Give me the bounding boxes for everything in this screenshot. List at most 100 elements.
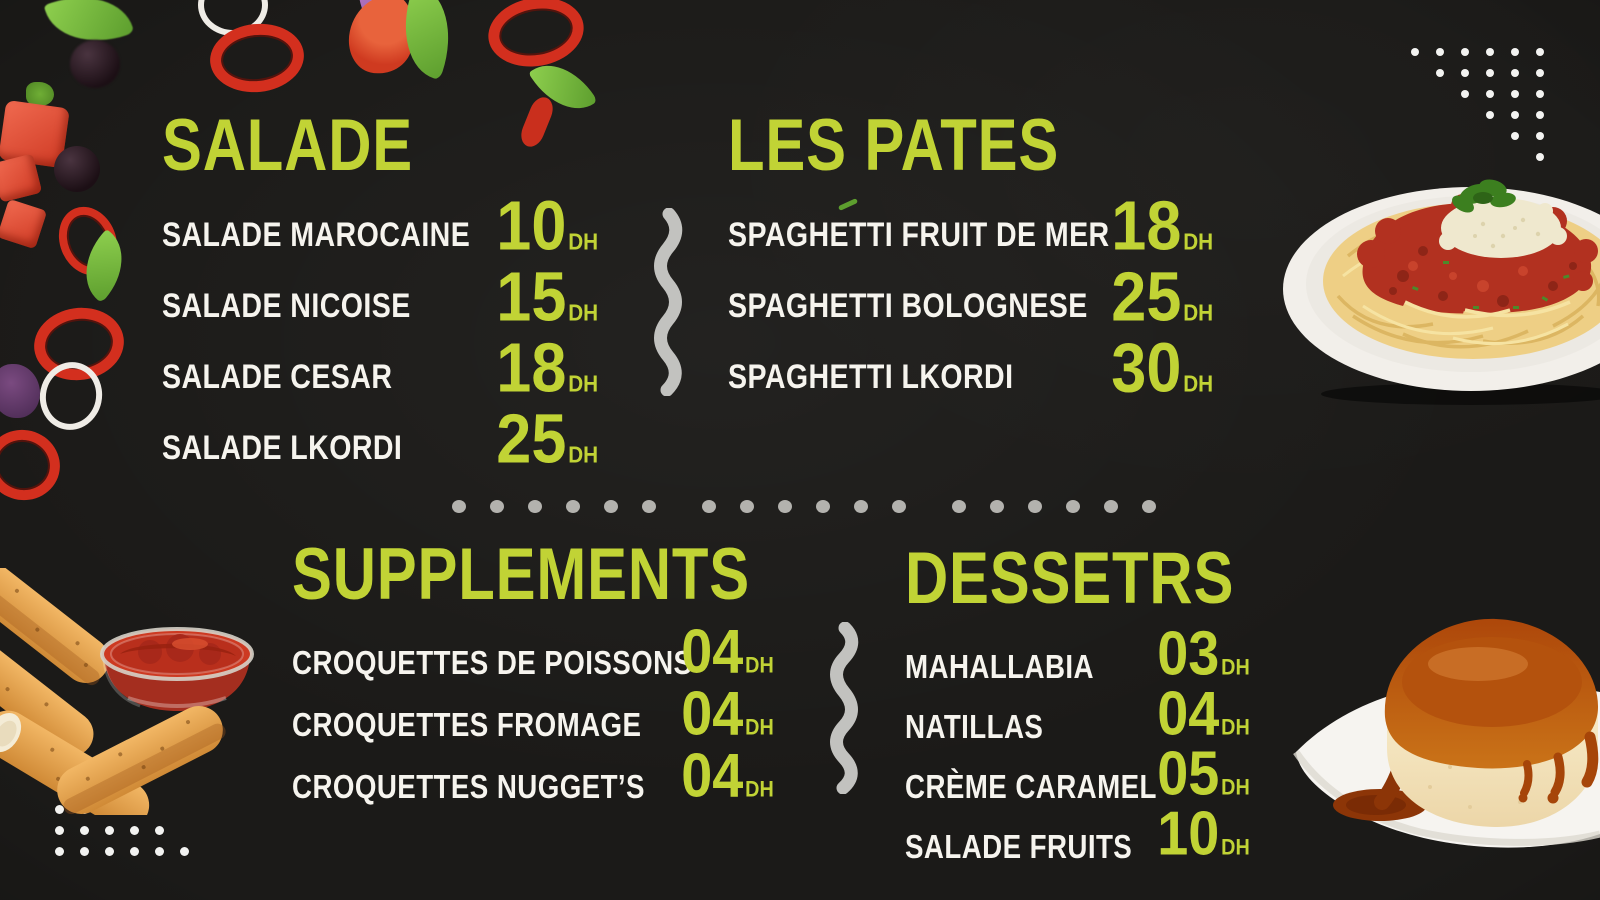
menu-item: SPAGHETTI LKORDI 30 DH [728,327,1213,413]
dot-group [952,500,1156,513]
menu-item: SALADE MAROCAINE 10 DH [162,185,598,271]
menu-item-name: SALADE NICOISE [162,287,411,325]
herb-sprig-icon [26,82,54,106]
menu-items: CROQUETTES DE POISSONS 04 DH CROQUETTES F… [292,621,774,818]
menu-item: MAHALLABIA 03 DH [905,623,1250,697]
price-currency: DH [568,369,598,396]
menu-item: SALADE NICOISE 15 DH [162,256,598,342]
dot-row [55,847,189,856]
dot-row [1411,90,1544,98]
price-value: 10 [496,185,567,264]
price-currency: DH [1183,369,1213,396]
menu-items: SPAGHETTI FRUIT DE MER 18 DH SPAGHETTI BO… [728,185,1213,413]
menu-item-name: SPAGHETTI LKORDI [728,358,1014,396]
menu-item-price: 04 DH [682,745,774,807]
price-currency: DH [568,298,598,325]
menu-item: SPAGHETTI FRUIT DE MER 18 DH [728,185,1213,271]
wavy-divider-icon [654,208,683,396]
menu-item-name: CRÈME CARAMEL [905,768,1157,805]
black-olive-icon [54,146,100,192]
tomato-cube-icon [0,198,48,250]
price-currency: DH [1221,834,1250,860]
price-value: 25 [496,398,567,477]
menu-item-name: SALADE CESAR [162,358,393,396]
section-les-pates: LES PATES SPAGHETTI FRUIT DE MER 18 DH SP… [728,109,1213,413]
menu-item: CROQUETTES NUGGET’S 04 DH [292,745,774,818]
price-value: 10 [1157,799,1220,869]
section-title: DESSETRS [905,538,1235,619]
menu-item-name: SPAGHETTI BOLOGNESE [728,287,1088,325]
price-value: 04 [681,617,744,687]
dotted-divider-icon [452,500,1156,513]
menu-item-price: 04 DH [1157,679,1250,749]
black-olive-icon [70,40,120,88]
dot-row [1411,132,1544,140]
menu-item-price: 25 DH [496,398,598,477]
price-value: 15 [496,256,567,335]
menu-items: MAHALLABIA 03 DH NATILLAS 04 DH CRÈME CARA… [905,623,1250,877]
menu-item-name: NATILLAS [905,708,1044,745]
menu-item-name: MAHALLABIA [905,648,1094,685]
price-currency: DH [1221,714,1250,740]
section-title: SALADE [162,105,414,186]
section-title: SUPPLEMENTS [292,534,751,615]
menu-item-name: SALADE MAROCAINE [162,216,471,254]
dot-group [452,500,656,513]
dot-row [1411,153,1544,161]
menu-item-price: 25 DH [1111,256,1213,335]
spaghetti-plate-image [1283,179,1600,405]
menu-item-name: CROQUETTES NUGGET’S [292,768,645,805]
dot-row [1411,48,1544,56]
creme-caramel-image [1293,618,1600,848]
price-value: 04 [1157,679,1220,749]
menu-item-name: SALADE FRUITS [905,828,1133,865]
price-value: 30 [1111,327,1182,406]
price-currency: DH [568,440,598,467]
dot-group [702,500,906,513]
price-value: 04 [681,679,744,749]
price-currency: DH [1183,227,1213,254]
dot-row [1411,111,1544,119]
menu-item: NATILLAS 04 DH [905,683,1250,757]
menu-item-name: CROQUETTES DE POISSONS [292,644,693,681]
croquettes-image [0,568,254,815]
menu-item-price: 04 DH [681,617,774,687]
price-currency: DH [1183,298,1213,325]
menu-item-price: 30 DH [1111,327,1213,406]
menu-item: SALADE LKORDI 25 DH [162,398,598,484]
price-currency: DH [1221,774,1250,800]
dot-row [1411,69,1544,77]
menu-item-price: 04 DH [681,679,774,749]
section-title: LES PATES [728,105,1060,186]
red-pepper-ring-icon [482,0,590,74]
menu-item: CROQUETTES FROMAGE 04 DH [292,683,774,756]
menu-item-price: 18 DH [496,327,598,406]
menu-item-price: 03 DH [1157,619,1250,689]
menu-item-price: 18 DH [1111,185,1213,264]
price-value: 03 [1157,619,1220,689]
purple-basil-icon [0,364,40,418]
price-value: 25 [1111,256,1182,335]
price-value: 18 [496,327,567,406]
menu-item: SALADE FRUITS 10 DH [905,803,1250,877]
menu-item-price: 05 DH [1157,739,1250,809]
menu-items: SALADE MAROCAINE 10 DH SALADE NICOISE 15 D… [162,185,598,484]
price-currency: DH [568,227,598,254]
menu-item-name: SPAGHETTI FRUIT DE MER [728,216,1110,254]
dot-row [55,826,189,835]
menu-item-name: CROQUETTES FROMAGE [292,706,642,743]
price-currency: DH [745,776,774,802]
dots-triangle-icon [1411,48,1544,174]
price-currency: DH [1221,654,1250,680]
section-salade: SALADE SALADE MAROCAINE 10 DH SALADE NICO… [162,109,598,484]
menu-item: SALADE CESAR 18 DH [162,327,598,413]
price-currency: DH [745,652,774,678]
section-dessetrs: DESSETRS MAHALLABIA 03 DH NATILLAS 04 DH C… [905,542,1250,877]
price-value: 05 [1157,739,1220,809]
menu-item-price: 15 DH [496,256,598,335]
menu-item: SPAGHETTI BOLOGNESE 25 DH [728,256,1213,342]
price-currency: DH [745,714,774,740]
price-value: 18 [1111,185,1182,264]
menu-item-price: 10 DH [496,185,598,264]
